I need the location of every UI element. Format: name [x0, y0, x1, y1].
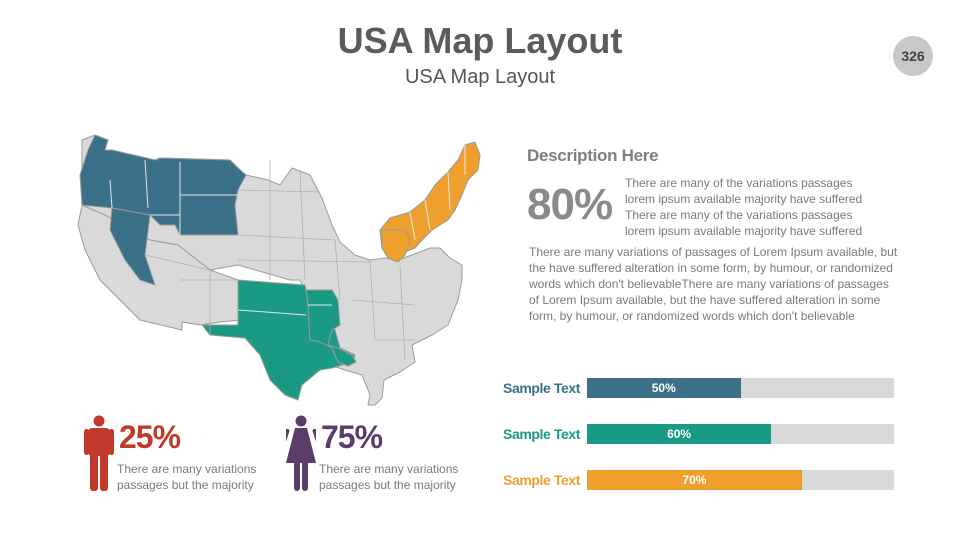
description-short-text: There are many of the variations passage… — [625, 176, 863, 238]
progress-track: 60% — [587, 424, 894, 444]
map-state-green — [305, 289, 357, 367]
progress-row: Sample Text 70% — [503, 470, 895, 490]
progress-label: Sample Text — [503, 426, 581, 442]
page-number-badge: 326 — [893, 36, 933, 76]
progress-fill: 70% — [587, 470, 802, 490]
female-icon — [286, 415, 316, 491]
progress-track: 70% — [587, 470, 894, 490]
progress-fill: 60% — [587, 424, 772, 444]
progress-label: Sample Text — [503, 380, 581, 396]
map-state-blue — [109, 207, 156, 286]
female-percent: 75% — [321, 419, 383, 455]
male-percent: 25% — [119, 419, 181, 455]
map-state-orange — [379, 141, 481, 256]
description-big-percent: 80% — [527, 180, 613, 229]
description-paragraph: There are many variations of passages of… — [529, 245, 898, 323]
map-state-orange — [381, 229, 411, 263]
page-title: USA Map Layout — [337, 20, 623, 61]
progress-fill: 50% — [587, 378, 741, 398]
map-state-blue — [79, 134, 247, 236]
male-icon — [84, 415, 114, 491]
male-caption: There are many variations passages but t… — [117, 462, 257, 492]
description-title: Description Here — [527, 146, 659, 165]
progress-row: Sample Text 60% — [503, 424, 895, 444]
female-caption: There are many variations passages but t… — [319, 462, 459, 492]
progress-row: Sample Text 50% — [503, 378, 895, 398]
page-subtitle: USA Map Layout — [404, 66, 556, 88]
usa-map — [77, 134, 481, 406]
progress-label: Sample Text — [503, 472, 581, 488]
progress-track: 50% — [587, 378, 894, 398]
